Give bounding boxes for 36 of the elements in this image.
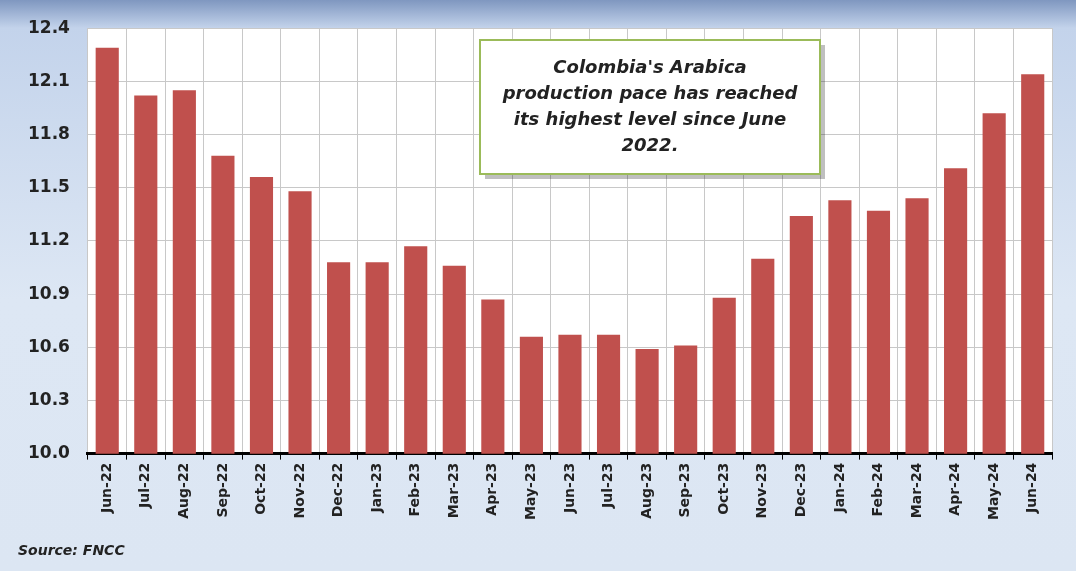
x-tick-label: Jun-23: [560, 462, 577, 515]
y-tick-label: 10.3: [27, 388, 70, 409]
x-tick-label: Dec-23: [791, 462, 808, 518]
x-tick-label: Sep-23: [676, 462, 693, 518]
x-tick-label: Nov-22: [290, 462, 307, 519]
x-tick-label: Aug-22: [174, 462, 191, 519]
x-tick-label: May-23: [522, 462, 539, 521]
y-tick-label: 11.5: [27, 176, 70, 197]
x-tick-label: Nov-23: [753, 462, 770, 519]
x-tick-label: May-24: [984, 462, 1001, 521]
x-tick-label: Dec-22: [329, 462, 346, 518]
x-tick-label: Jun-24: [1023, 462, 1040, 515]
x-tick-label: Jul-23: [599, 462, 616, 509]
x-tick-label: Feb-23: [406, 462, 423, 517]
x-tick-label: Apr-24: [946, 462, 963, 516]
x-tick-label: Jan-23: [367, 462, 384, 514]
x-tick-label: Apr-23: [483, 462, 500, 516]
x-tick-label: Jul-22: [136, 462, 153, 509]
y-tick-label: 10.0: [27, 442, 71, 463]
x-tick-label: Jun-22: [97, 462, 114, 515]
x-tick-label: Jan-24: [830, 462, 847, 514]
annotation: Colombia's Arabica production pace has reached its highest level since June 2022.: [501, 55, 799, 155]
x-tick-label: Mar-24: [907, 462, 924, 519]
y-tick-label: 11.8: [27, 122, 70, 143]
x-tick-label: Feb-24: [869, 462, 886, 517]
y-tick-label: 11.2: [27, 229, 70, 250]
y-tick-label: 10.6: [27, 335, 70, 356]
x-tick-label: Oct-22: [252, 462, 269, 515]
x-tick-label: Mar-23: [444, 462, 461, 519]
y-tick-label: 10.9: [27, 282, 70, 303]
source-note: Source: FNCC: [18, 541, 126, 558]
x-tick-label: Aug-23: [637, 462, 654, 519]
x-tick-label: Sep-22: [213, 462, 230, 518]
x-tick-label: Oct-23: [714, 462, 731, 515]
y-tick-label: 12.1: [27, 69, 70, 90]
y-tick-label: 12.4: [27, 16, 71, 37]
